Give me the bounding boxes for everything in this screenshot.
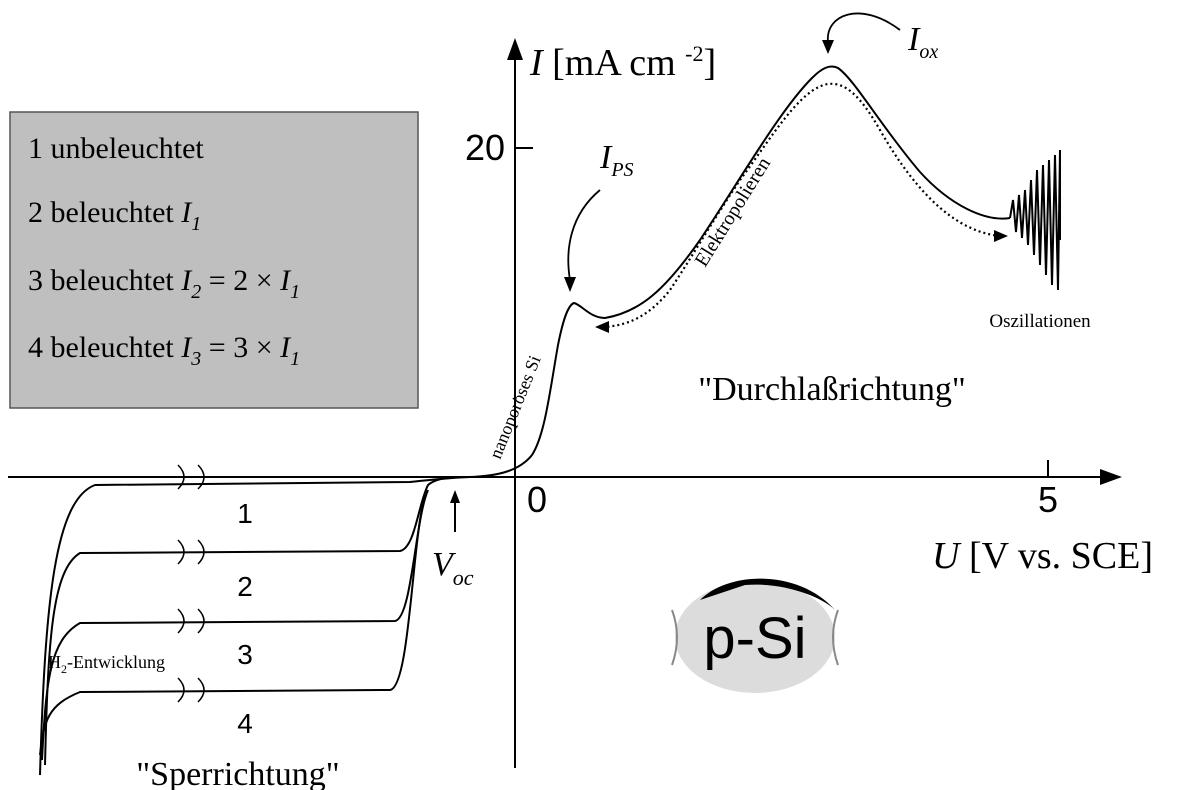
- electropolishing-label: Elektropolieren: [691, 153, 776, 270]
- legend-item: 4 beleuchtet I3 = 3 × I1: [28, 331, 300, 370]
- voc-label: Voc: [432, 546, 474, 590]
- h2-subscript: 2: [61, 662, 67, 676]
- legend-item: 2 beleuchtet I1: [28, 196, 201, 235]
- curve-1: [39, 65, 1011, 776]
- break-mark: [177, 464, 205, 490]
- iox-label: Iox: [907, 21, 938, 63]
- break-mark: [177, 539, 205, 565]
- ips-symbol: I: [599, 139, 613, 176]
- electropolishing-path: [604, 82, 1001, 329]
- legend-subscript: 1: [290, 281, 300, 303]
- iox-arrow: [827, 12, 901, 43]
- curve-3: [41, 489, 429, 761]
- x-axis-arrow: [1100, 469, 1122, 485]
- legend-text: 2 beleuchtet: [28, 196, 181, 229]
- legend-text: = 3 ×: [201, 331, 280, 364]
- voc-arrowhead: [450, 490, 460, 503]
- logo-arc: [700, 578, 835, 610]
- iox-subscript: ox: [919, 41, 938, 63]
- logo-edges: [671, 609, 839, 666]
- x-tick-label: 0: [527, 479, 547, 520]
- x-axis-symbol: U: [932, 535, 962, 577]
- legend-subscript: 2: [191, 281, 201, 303]
- y-axis-label: I [mA cm -2]: [529, 41, 716, 84]
- oscillations-label: Oszillationen: [989, 311, 1091, 332]
- curve-label: 2: [237, 571, 253, 602]
- curve-4: [39, 494, 426, 756]
- ips-subscript: PS: [610, 159, 633, 181]
- legend-subscript: 1: [290, 348, 300, 370]
- y-axis-unit: ]: [703, 42, 716, 84]
- break-marks: [177, 464, 205, 703]
- y-axis-symbol: I: [529, 42, 545, 84]
- curve-2: [44, 476, 456, 766]
- x-axis-unit: [V vs. SCE]: [959, 535, 1153, 577]
- x-tick-label: 5: [1038, 479, 1058, 520]
- iox-arrowhead: [822, 40, 834, 54]
- legend-symbol: I: [279, 264, 292, 297]
- legend-subscript: 1: [191, 213, 201, 235]
- h2-label: H2-Entwicklung: [48, 652, 165, 676]
- y-tick-label: 20: [465, 127, 505, 168]
- legend-subscript: 3: [190, 348, 201, 370]
- legend: 1 unbeleuchtet 2 beleuchtet I1 3 beleuch…: [28, 132, 300, 370]
- legend-symbol: I: [180, 331, 193, 364]
- legend-text: 4 beleuchtet: [28, 331, 181, 364]
- electropolishing-arrowhead: [595, 321, 609, 333]
- legend-text: 1 unbeleuchtet: [28, 132, 204, 165]
- logo-ellipse: [675, 581, 835, 693]
- legend-text: 3 beleuchtet: [28, 264, 181, 297]
- legend-item: 1 unbeleuchtet: [28, 132, 204, 165]
- legend-symbol: I: [180, 264, 193, 297]
- h2-text: H: [48, 652, 61, 672]
- ips-label: IPS: [599, 139, 634, 181]
- curve-label: 1: [237, 498, 253, 529]
- forward-label: "Durchlaßrichtung": [698, 371, 966, 408]
- legend-text: = 2 ×: [201, 264, 280, 297]
- h2-text: -Entwicklung: [67, 652, 165, 672]
- iox-symbol: I: [907, 21, 921, 58]
- legend-box: [9, 111, 419, 409]
- legend-symbol: I: [279, 331, 292, 364]
- curve-labels: 1 2 3 4: [237, 498, 253, 739]
- legend-symbol: I: [180, 196, 193, 229]
- voc-subscript: oc: [453, 565, 474, 590]
- logo-text: p-Si: [703, 606, 806, 671]
- curve-label: 3: [237, 639, 253, 670]
- y-axis-unit: [mA cm: [543, 42, 685, 84]
- oscillations: [1009, 149, 1061, 291]
- reverse-label: "Sperrichtung": [136, 756, 339, 790]
- curve-label: 4: [237, 708, 253, 739]
- break-mark: [177, 677, 205, 703]
- ips-arrowhead: [564, 277, 576, 292]
- electropolishing-arrowhead: [994, 230, 1008, 242]
- ips-arrow: [567, 189, 601, 281]
- legend-item: 3 beleuchtet I2 = 2 × I1: [28, 264, 300, 303]
- y-axis-exponent: -2: [685, 41, 703, 66]
- x-axis-label: U [V vs. SCE]: [932, 535, 1153, 577]
- y-axis-arrow: [507, 38, 523, 60]
- break-mark: [177, 608, 205, 634]
